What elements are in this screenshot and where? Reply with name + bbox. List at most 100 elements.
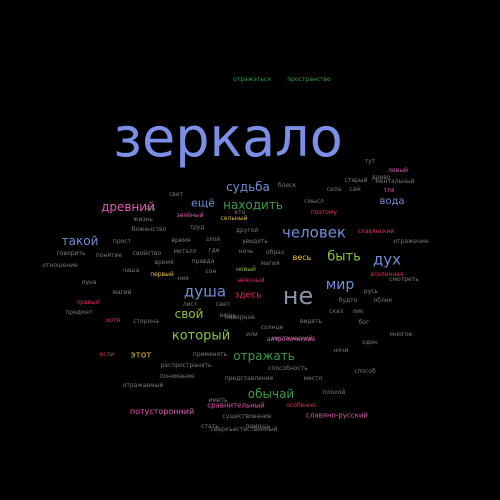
word-cloud-word: время [154,259,174,266]
word-cloud-word: труд [189,224,205,231]
word-cloud-word: лик [352,308,364,315]
word-cloud-word: сельный [220,215,248,222]
word-cloud-word: наверное [225,314,255,321]
word-cloud-word: смотреть [389,276,419,283]
word-cloud-word: кто [234,209,246,216]
word-cloud-word: весь [292,253,312,262]
word-cloud-word: магий [112,289,132,296]
word-cloud-word: явь [144,205,156,212]
word-cloud-word: находить [223,198,283,212]
word-cloud-word: отражение [393,238,429,245]
word-cloud-word: правда [191,258,215,265]
word-cloud-word: сон [205,268,217,275]
word-cloud-word: время [171,237,191,244]
word-cloud-word: отражать [233,349,295,363]
word-cloud-word: отражаться [233,76,271,83]
word-cloud-word: не [282,282,314,310]
word-cloud-word: особенно [286,402,316,409]
word-cloud-word: стать [201,423,219,430]
word-cloud-word: русь [363,288,379,295]
word-cloud-word: смысл [304,198,324,205]
word-cloud-word: тут [364,158,376,165]
word-cloud-word: человек [282,223,346,242]
word-cloud-word: поэтому [310,209,338,216]
word-cloud-word: славяно-русский [306,411,368,420]
word-cloud-word: потусторонний [129,407,195,416]
word-cloud-word: лист [182,301,198,308]
word-cloud-word: зеркало [113,106,343,169]
word-cloud-word: дух [372,250,402,269]
word-cloud-word: обычай [247,387,295,401]
word-cloud-word: ночь [238,248,254,255]
word-cloud-word: способность [268,365,308,372]
word-cloud-word: будто [338,297,358,304]
word-cloud-word: душа [183,282,227,301]
word-cloud-word: древний [101,200,155,214]
word-cloud-word: ещё [191,196,215,210]
word-cloud-word: жизнь [133,216,153,223]
word-cloud-word: судьба [226,180,270,194]
word-cloud-word: антропический [266,336,316,343]
word-cloud-word: применять [192,351,228,358]
word-cloud-word: распространять [160,362,212,369]
word-cloud-word: сила [326,186,342,193]
word-cloud-word: отношение [42,262,78,269]
word-cloud-word: левый [388,167,408,174]
word-cloud-word: бог [358,319,370,326]
word-cloud-word: мистический [271,335,313,342]
word-cloud-word: сверхъестественный [210,426,278,433]
word-cloud-word: где [208,247,220,254]
word-cloud-word: если [99,351,115,358]
word-cloud-word: старый [344,177,368,184]
word-cloud-word: металл [173,248,197,255]
word-cloud-word: сторона [133,318,159,325]
word-cloud-word: ночи [333,347,349,354]
word-cloud-word: который [171,328,231,344]
word-cloud-word: говорить [56,250,86,257]
word-cloud-word: зелёный [176,212,204,219]
word-cloud-word: первый [150,271,174,278]
word-cloud-word: понимание [159,373,195,380]
word-cloud-word: существование [222,413,272,420]
word-cloud-word: свой [174,307,204,321]
word-cloud-word: боженство [131,226,167,233]
word-cloud-word: сказ [329,308,343,315]
word-cloud-word: сам [349,186,361,193]
word-cloud-word: сравнительный [207,401,265,410]
word-cloud-word: место [303,375,323,382]
word-cloud-word: вселенная [370,271,404,278]
word-cloud-word: плохой [322,389,346,396]
word-cloud-word: тля [383,187,395,194]
word-cloud-word: ния [177,275,189,282]
word-cloud-word: солнце [260,324,284,331]
word-cloud-word: один [362,339,378,346]
word-cloud-word: хотя [105,317,121,324]
word-cloud-word: представление [224,375,274,382]
word-cloud-word: злой [205,236,221,243]
word-cloud-word: прост [112,238,132,245]
word-cloud-word: или [246,331,258,338]
word-cloud-word: отражаемый [122,382,164,389]
word-cloud-word: правый [76,299,100,306]
word-cloud-word: предмет [65,309,93,316]
word-cloud-word: древо [371,174,391,181]
word-cloud-word: чаша [122,267,140,274]
word-cloud-word: увидеть [242,238,268,245]
word-cloud-word: способ [354,368,376,375]
word-cloud-word: помощь [245,423,271,430]
word-cloud-word: луна [81,279,97,286]
word-cloud-word: вещь [219,312,237,319]
word-cloud-word: магия [260,260,280,267]
word-cloud-word: такой [61,234,99,248]
word-cloud-word: свет [215,301,231,308]
word-cloud-word: здесь [234,290,262,301]
word-cloud-word: вода [379,196,405,207]
word-cloud-word: ментальный [375,178,415,185]
word-cloud-word: блеск [277,182,297,189]
word-cloud-word: славянский [357,228,395,235]
word-cloud-word: свойство [132,250,162,257]
word-cloud-word: иметь [208,397,228,404]
word-cloud-word: неясный [237,277,265,284]
word-cloud-word: многое [389,331,413,338]
